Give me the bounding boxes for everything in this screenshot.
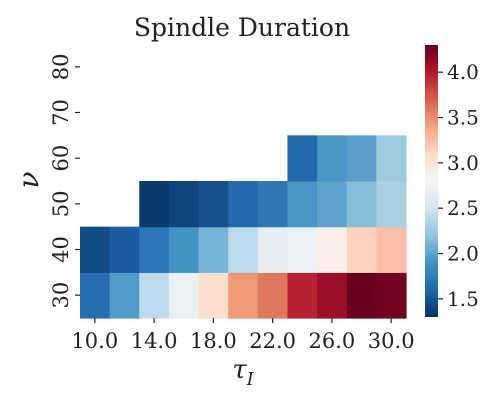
heatmap-cell — [317, 135, 348, 182]
heatmap-cell — [168, 226, 200, 273]
heatmap-cell — [80, 272, 111, 319]
heatmap-cell — [317, 272, 348, 319]
heatmap-cell — [109, 226, 140, 273]
colorbar-tick-label: 4.0 — [447, 60, 479, 84]
heatmap-cell — [287, 135, 318, 182]
y-tick-label: 70 — [49, 99, 73, 126]
heatmap-cell — [346, 272, 377, 319]
y-axis-label: ν — [12, 171, 45, 188]
heatmap-cell — [139, 226, 170, 273]
heatmap-cell — [109, 272, 140, 319]
heatmap-cell — [257, 226, 289, 273]
colorbar — [425, 45, 438, 317]
heatmap-cell — [376, 226, 407, 273]
heatmap-cell — [139, 181, 170, 228]
heatmap-cell — [257, 181, 289, 228]
heatmap-cell — [317, 181, 348, 228]
y-tick-label: 60 — [49, 145, 73, 172]
heatmap-cells — [80, 135, 407, 319]
heatmap-cell — [287, 226, 318, 273]
heatmap-cell — [139, 272, 170, 319]
heatmap-cell — [228, 272, 259, 319]
heatmap-cell — [228, 181, 259, 228]
heatmap-cell — [80, 226, 111, 273]
heatmap-cell — [257, 272, 289, 319]
colorbar-tick-label: 3.5 — [447, 106, 479, 130]
heatmap-cell — [168, 181, 200, 228]
colorbar-ticks: 1.5 2.0 2.5 3.0 3.5 4.0 — [438, 60, 479, 311]
x-tick-label: 18.0 — [190, 329, 237, 353]
x-axis-label-subscript: I — [246, 369, 255, 390]
heatmap-cell — [346, 226, 377, 273]
x-axis-ticks: 10.0 14.0 18.0 22.0 26.0 30.0 — [71, 318, 415, 353]
x-tick-label: 26.0 — [309, 329, 356, 353]
colorbar-tick-label: 2.5 — [447, 196, 479, 220]
y-axis-ticks: 30 40 50 60 70 80 — [49, 53, 80, 309]
x-tick-label: 22.0 — [249, 329, 296, 353]
heatmap-cell — [287, 181, 318, 228]
heatmap-cell — [376, 181, 407, 228]
heatmap-cell — [228, 226, 259, 273]
heatmap-cell — [198, 226, 229, 273]
y-tick-label: 80 — [49, 53, 73, 80]
colorbar-tick-label: 2.0 — [447, 242, 479, 266]
heatmap-cell — [317, 226, 348, 273]
heatmap-cell — [376, 272, 407, 319]
x-tick-label: 14.0 — [131, 329, 178, 353]
y-tick-label: 50 — [49, 190, 73, 217]
heatmap-cell — [198, 272, 229, 319]
heatmap-cell — [376, 135, 407, 182]
chart-title: Spindle Duration — [134, 13, 350, 42]
heatmap-cell — [346, 135, 377, 182]
x-axis-label: τI — [232, 355, 254, 390]
x-tick-label: 30.0 — [368, 329, 415, 353]
y-tick-label: 40 — [49, 236, 73, 263]
x-tick-label: 10.0 — [71, 329, 118, 353]
colorbar-tick-label: 1.5 — [447, 287, 479, 311]
heatmap-cell — [168, 272, 200, 319]
heatmap-cell — [287, 272, 318, 319]
colorbar-tick-label: 3.0 — [447, 151, 479, 175]
y-tick-label: 30 — [49, 282, 73, 309]
heatmap-cell — [198, 181, 229, 228]
heatmap-cell — [346, 181, 377, 228]
